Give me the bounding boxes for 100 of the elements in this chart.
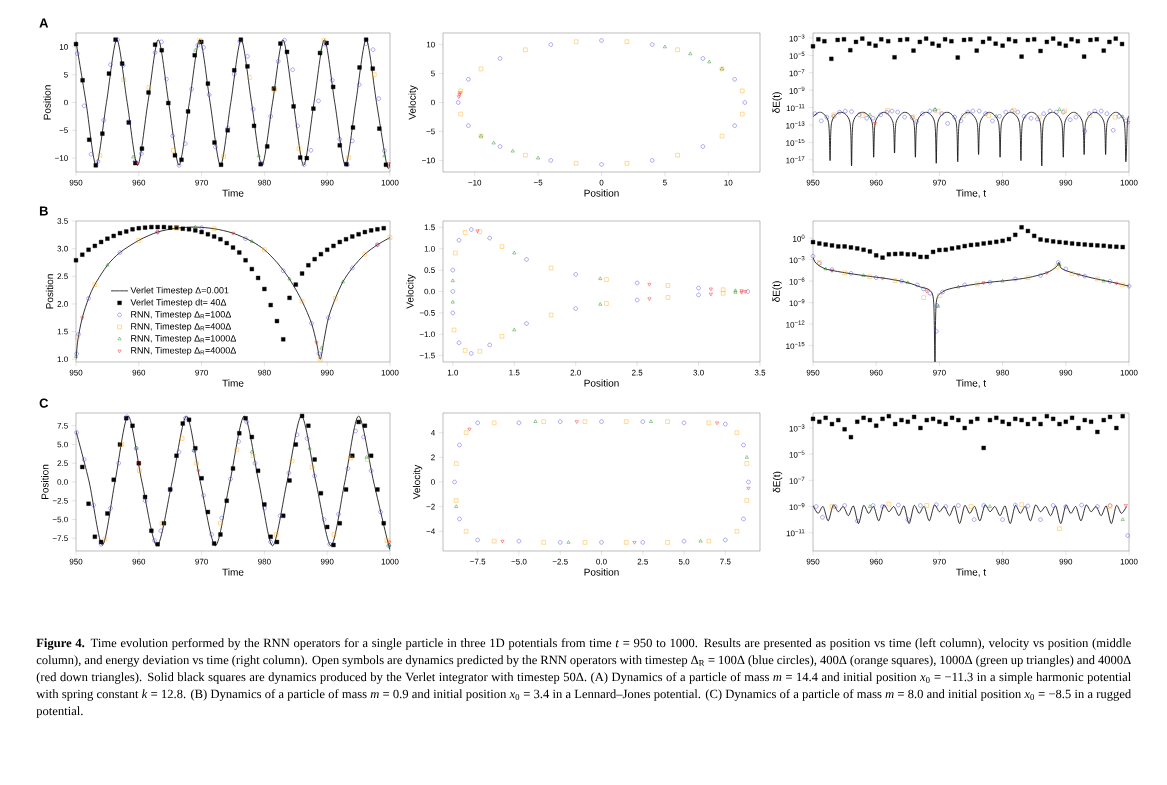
y-tick-label: 10$^{−15}$ (786, 138, 805, 146)
x-tick-label: 980 (258, 179, 271, 186)
legend-label: RNN, Timestep Δ$_{R}$=100Δ (131, 310, 232, 320)
x-tick-label: 990 (1059, 369, 1073, 376)
x-axis-title: Position (584, 379, 619, 387)
x-tick-label: 1000 (1120, 179, 1138, 186)
y-tick-label: −5 (426, 128, 435, 135)
x-tick-label: 950 (69, 179, 83, 186)
legend-label: RNN, Timestep Δ$_{R}$=4000Δ (131, 346, 237, 356)
y-tick-label: 10$^{0}$ (793, 234, 805, 242)
y-tick-label: 10 (59, 44, 68, 50)
y-tick-label: 10$^{−3}$ (789, 256, 805, 264)
y-tick-label: 5 (64, 71, 68, 78)
y-tick-label: 10$^{−9}$ (789, 299, 805, 307)
chart-title: A (39, 18, 49, 28)
y-tick-label: 10$^{−5}$ (789, 51, 805, 59)
y-axis-title: Velocity (408, 85, 418, 120)
y-tick-label: 3.0 (57, 245, 68, 252)
x-tick-label: 980 (258, 369, 271, 376)
legend-label: RNN, Timestep Δ$_{R}$=1000Δ (131, 334, 237, 344)
y-tick-label: 5.0 (57, 441, 68, 448)
y-axis-title: δE(t) (772, 471, 783, 493)
y-tick-label: −7.5 (52, 535, 68, 542)
y-tick-label: 1.0 (57, 356, 68, 363)
y-tick-label: −4 (426, 528, 435, 535)
y-tick-label: 10$^{−11}$ (786, 529, 805, 537)
y-axis-title: Velocity (412, 464, 423, 500)
x-tick-label: 1.5 (509, 369, 520, 376)
x-tick-label: 5 (663, 179, 667, 186)
y-tick-label: 0.5 (424, 267, 435, 273)
y-tick-label: 10$^{−15}$ (786, 342, 805, 350)
y-tick-label: −1.5 (419, 352, 435, 359)
x-tick-label: 960 (132, 179, 146, 186)
y-tick-label: 10$^{−6}$ (789, 277, 805, 285)
x-tick-label: 10 (724, 179, 733, 186)
x-tick-label: 960 (132, 558, 146, 565)
y-tick-label: 5 (431, 70, 435, 77)
y-tick-label: 3.5 (57, 218, 68, 224)
x-tick-label: 960 (869, 179, 883, 186)
x-tick-label: 960 (869, 558, 883, 565)
y-tick-label: −5.0 (52, 516, 68, 523)
x-tick-label: 990 (320, 369, 334, 376)
x-axis-title: Position (584, 189, 619, 197)
y-axis-title: Position (41, 464, 49, 499)
x-tick-label: 3.5 (754, 369, 766, 376)
x-tick-label: 950 (69, 369, 83, 376)
x-tick-label: 0 (599, 179, 604, 186)
chart-title: C (39, 398, 49, 408)
x-tick-label: 980 (258, 558, 271, 565)
y-tick-label: −1.0 (419, 331, 435, 338)
legend-label: Verlet Timestep Δ=0.001 (130, 286, 229, 296)
y-axis-title: Velocity (406, 274, 416, 309)
y-tick-label: 10$^{−9}$ (789, 502, 805, 511)
x-tick-label: 950 (806, 558, 820, 565)
y-tick-label: 0 (64, 99, 68, 106)
y-tick-label: 10$^{−7}$ (789, 69, 805, 77)
x-tick-label: 1000 (1120, 558, 1138, 565)
y-tick-label: 4 (430, 429, 435, 436)
x-tick-label: 970 (933, 558, 946, 565)
x-tick-label: 5.0 (678, 558, 690, 565)
text: Figure 4. Time evolution performed by the RNN operators for a single particle in three 1D potentials from time t = 950 to 1000. Results are presented as position vs time (left column), velocity vs position (middle column), and energy deviation vs time (right column). Open symbols are dynamics predicted by the RNN operators with timestep Δ$_{R}$ = 100Δ (blue circles), 400Δ (orange squares), 1000Δ (green up triangles) and 4000Δ (red down triangles). Solid black squares are dynamics produced by the Verlet integrator with timestep 50Δ. (A) Dynamics of a particle of mass m = 14.4 and initial position x$_{0}$ = −11.3 in a simple harmonic potential with spring constant k = 12.8. (B) Dynamics of a particle of mass m = 0.9 and initial position x$_{0}$ = 3.4 in a Lennard–Jones potential. (C) Dynamics of a particle of mass m = 8.0 and initial position x$_{0}$ = −8.5 in a rugged potential. (36, 638, 1132, 718)
y-tick-label: 10$^{−17}$ (786, 156, 805, 164)
x-tick-label: 1000 (381, 369, 399, 376)
x-tick-label: 960 (132, 369, 146, 376)
y-tick-label: −10 (55, 155, 68, 161)
y-tick-label: 7.5 (57, 422, 68, 429)
y-tick-label: 2.5 (57, 273, 68, 280)
x-tick-label: 1000 (1120, 369, 1138, 376)
y-tick-label: 0 (431, 479, 435, 485)
y-axis-title: Position (43, 85, 51, 120)
y-tick-label: 10$^{−5}$ (789, 450, 805, 458)
x-tick-label: 1.0 (447, 369, 459, 376)
x-tick-label: 1000 (381, 558, 399, 565)
x-tick-label: 950 (69, 558, 83, 565)
x-tick-label: 970 (933, 179, 946, 186)
legend-label: Verlet Timestep dt= 40Δ (130, 298, 227, 308)
x-axis-title: Time (222, 379, 244, 387)
y-tick-label: 10$^{−11}$ (786, 104, 805, 112)
y-tick-label: −2.5 (52, 497, 68, 504)
x-tick-label: 970 (933, 369, 946, 376)
x-tick-label: −5.0 (511, 558, 527, 565)
x-tick-label: 980 (996, 179, 1009, 186)
x-tick-label: 950 (806, 179, 820, 186)
x-tick-label: 2.5 (637, 558, 648, 565)
x-tick-label: 2.5 (631, 369, 643, 376)
y-tick-label: 1.5 (57, 328, 68, 335)
y-tick-label: 10$^{−12}$ (786, 320, 805, 328)
y-tick-label: 10 (426, 41, 435, 48)
x-tick-label: 990 (1059, 179, 1073, 186)
x-axis-title: Position (584, 568, 619, 576)
x-tick-label: −10 (468, 179, 482, 186)
x-tick-label: 3.0 (693, 369, 704, 376)
x-tick-label: 960 (869, 369, 883, 376)
x-tick-label: −5 (533, 179, 543, 186)
y-axis-title: Position (45, 274, 54, 309)
x-tick-label: 1000 (381, 179, 399, 186)
y-tick-label: 10$^{−3}$ (789, 34, 805, 42)
x-tick-label: −2.5 (552, 558, 568, 565)
chart-title: B (39, 206, 48, 216)
y-tick-label: 1.0 (424, 245, 435, 252)
